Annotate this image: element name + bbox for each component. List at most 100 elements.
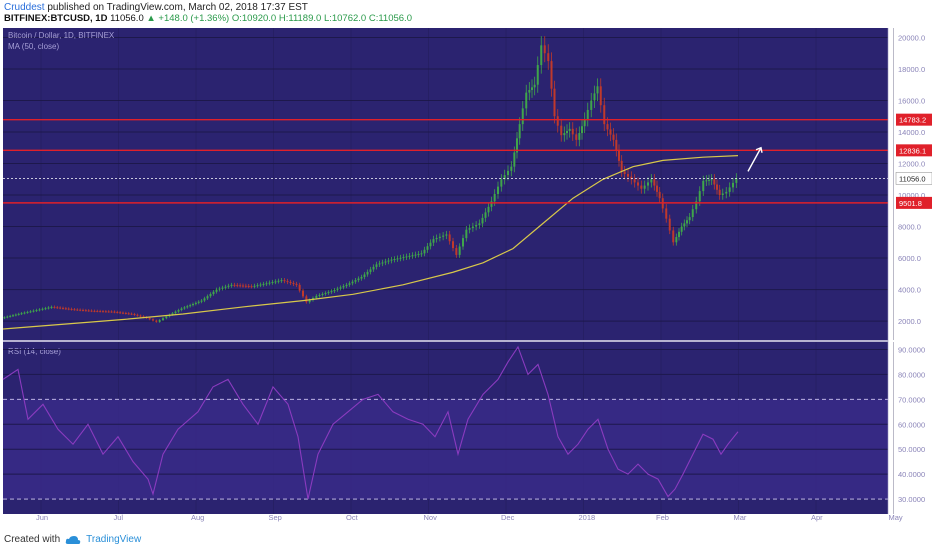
candle-body [67, 308, 70, 310]
current-price-tag [895, 172, 932, 185]
candle-body [516, 138, 518, 153]
rsi-tick-label: 90.0000 [898, 345, 925, 354]
candle-body [540, 45, 543, 66]
price-level-label: 9501.8 [899, 199, 922, 208]
candle-body [507, 170, 509, 176]
candle-body [665, 208, 668, 219]
candle-body [348, 283, 351, 285]
candle-body [471, 226, 474, 229]
candle-body [658, 191, 661, 199]
price-tick-label: 10000.0 [898, 191, 925, 200]
candle-body [212, 291, 215, 294]
candle-body [197, 301, 200, 303]
candle-body [550, 61, 553, 89]
candle-body [627, 174, 629, 177]
candle-body [668, 218, 671, 231]
candle-body [233, 284, 236, 286]
candle-body [547, 53, 550, 62]
candle-body [155, 320, 158, 322]
candle-body [566, 130, 568, 134]
candle-body [678, 231, 680, 238]
candle-body [244, 285, 247, 287]
author-link[interactable]: Cruddest [4, 2, 45, 13]
candle-body [615, 139, 618, 151]
candle-body [122, 312, 124, 314]
candle-body [478, 223, 481, 225]
time-tick-label: Apr [811, 513, 823, 522]
candle-body [242, 285, 244, 287]
candle-body [458, 246, 461, 255]
candle-body [393, 259, 396, 261]
candle-body [339, 287, 342, 289]
price-pane-background [3, 28, 888, 340]
candle-body [87, 310, 90, 312]
candle-body [490, 201, 493, 207]
candle-body [345, 284, 348, 287]
price-level-tag [896, 144, 932, 157]
candle-body [445, 234, 448, 236]
candle-body [695, 201, 698, 210]
candle-body [448, 234, 451, 242]
candle-body [113, 311, 116, 313]
candle-body [102, 311, 104, 313]
candle-body [725, 191, 728, 194]
low-value: L:10762.0 [323, 13, 367, 24]
chart-canvas[interactable]: 2000.0 4000.0 6000.0 8000.0 10000.0 12000.0 14… [0, 26, 932, 532]
tradingview-brand[interactable]: TradingView [86, 534, 142, 545]
candle-body [351, 281, 354, 284]
rsi-tick-label: 50.0000 [898, 445, 925, 454]
time-tick-label: Jun [36, 513, 48, 522]
arrow-annotation[interactable] [747, 147, 762, 172]
candle-body [158, 320, 161, 322]
candle-body [174, 311, 177, 314]
candle-body [533, 84, 536, 88]
candle-body [280, 280, 283, 282]
candle-body [571, 128, 574, 135]
candle-body [227, 285, 230, 287]
candle-body [268, 282, 271, 284]
candle-body [593, 93, 596, 101]
candle-body [250, 286, 253, 288]
candle-body [32, 310, 35, 312]
candle-body [575, 134, 578, 140]
candle-body [116, 311, 119, 313]
rsi-tick-label: 70.0000 [898, 395, 925, 404]
candle-body [59, 307, 62, 309]
price-level-tag [896, 113, 932, 126]
candle-body [543, 45, 546, 54]
candle-body [50, 306, 53, 308]
candle-body [462, 238, 464, 247]
candle-body [318, 294, 321, 296]
price-tick-label: 14000.0 [898, 128, 925, 137]
candle-body [90, 310, 93, 312]
candle-body [578, 133, 581, 140]
candle-body [698, 191, 701, 202]
candle-body [481, 217, 484, 224]
candle-body [384, 261, 387, 263]
candle-body [438, 236, 441, 238]
candle-body [259, 284, 262, 286]
candle-body [14, 314, 17, 316]
candle-body [321, 293, 324, 295]
candle-body [583, 119, 586, 127]
candle-body [308, 300, 311, 303]
price-tick-label: 4000.0 [898, 286, 921, 295]
candle-body [289, 282, 292, 284]
candle-body [62, 307, 64, 309]
candle-body [510, 166, 513, 171]
price-tick-label: 8000.0 [898, 223, 921, 232]
candle-body [56, 307, 59, 309]
candle-body [64, 308, 67, 310]
candle-body [500, 179, 503, 187]
price-tick-label: 16000.0 [898, 96, 925, 105]
candle-body [247, 285, 250, 287]
price-tick-label: 6000.0 [898, 254, 921, 263]
price-tick-label: 12000.0 [898, 160, 925, 169]
candle-body [200, 300, 203, 302]
candle-body [177, 310, 180, 312]
candle-body [3, 317, 6, 319]
time-tick-label: 2018 [579, 513, 596, 522]
candle-body [606, 124, 609, 130]
price-level-label: 12836.1 [899, 146, 926, 155]
candle-body [435, 237, 438, 240]
